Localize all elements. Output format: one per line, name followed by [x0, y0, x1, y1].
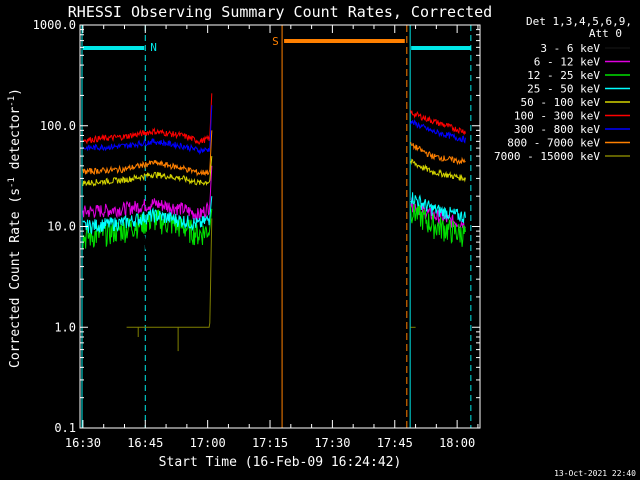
series-50-100keV [82, 156, 466, 187]
legend-header-2: Att 0 [589, 27, 622, 40]
series-line [82, 130, 213, 177]
x-tick-label: 17:00 [190, 436, 226, 450]
series-3-6keV [82, 200, 466, 258]
series-line [410, 200, 466, 248]
series-line [82, 165, 213, 222]
x-tick-label: 17:45 [377, 436, 413, 450]
series-100-300keV [82, 93, 466, 146]
saa-label: S [272, 35, 279, 48]
series-line [410, 201, 466, 247]
series-300-800keV [82, 105, 466, 155]
series-7000-15000keV [126, 218, 416, 328]
y-tick-label: 1.0 [54, 320, 76, 334]
series-line [410, 141, 466, 166]
legend-label: 25 - 50 keV [527, 83, 600, 96]
x-tick-label: 17:30 [314, 436, 350, 450]
legend-label: 6 - 12 keV [534, 56, 601, 69]
legend-label: 800 - 7000 keV [507, 137, 600, 150]
x-tick-label: 17:15 [252, 436, 288, 450]
night-label: N [150, 41, 157, 54]
y-axis-label-end: ) [8, 88, 23, 96]
y-tick-label: 10.0 [47, 220, 76, 234]
timestamp: 13-Oct-2021 22:40 [554, 469, 636, 478]
legend-label: 100 - 300 keV [514, 110, 600, 123]
y-axis-label-sup2: -1 [7, 96, 17, 107]
y-tick-label: 1000.0 [33, 18, 76, 32]
y-axis-label-mid: detector [8, 107, 23, 178]
series-line [82, 196, 213, 235]
x-axis: 16:30 16:45 17:00 17:15 17:30 17:45 18:00 [65, 25, 479, 450]
series-line [126, 218, 213, 328]
series-line [410, 192, 466, 223]
series-800-7000keV [82, 130, 466, 177]
legend-label: 12 - 25 keV [527, 69, 600, 82]
series-line [82, 156, 213, 187]
series-line [82, 93, 213, 146]
x-tick-label: 18:00 [439, 436, 475, 450]
x-tick-label: 16:45 [127, 436, 163, 450]
y-tick-label: 0.1 [54, 421, 76, 435]
series-line [410, 109, 466, 136]
chart-title: RHESSI Observing Summary Count Rates, Co… [68, 3, 492, 21]
x-axis-label: Start Time (16-Feb-09 16:24:42) [159, 455, 402, 470]
series-25-50keV [82, 192, 466, 235]
legend-label: 300 - 800 keV [514, 123, 600, 136]
legend-header-1: Det 1,3,4,5,6,9, [526, 15, 632, 28]
legend-label: 50 - 100 keV [521, 96, 601, 109]
legend-label: 3 - 6 keV [540, 42, 600, 55]
y-tick-label: 100.0 [40, 119, 76, 133]
y-axis-label-sup1: -1 [7, 177, 17, 188]
y-axis-label-main: Corrected Count Rate (s [8, 188, 23, 368]
y-axis-label: Corrected Count Rate (s-1 detector-1) [7, 88, 23, 368]
series-line [82, 105, 213, 155]
legend-label: 7000 - 15000 keV [494, 150, 600, 163]
y-axis: 1000.0 100.0 10.0 1.0 0.1 [33, 18, 480, 435]
x-tick-label: 16:30 [65, 436, 101, 450]
series-line [82, 227, 213, 258]
plot-area: SN [81, 25, 472, 428]
series-line [410, 158, 466, 183]
series-line [410, 119, 466, 144]
